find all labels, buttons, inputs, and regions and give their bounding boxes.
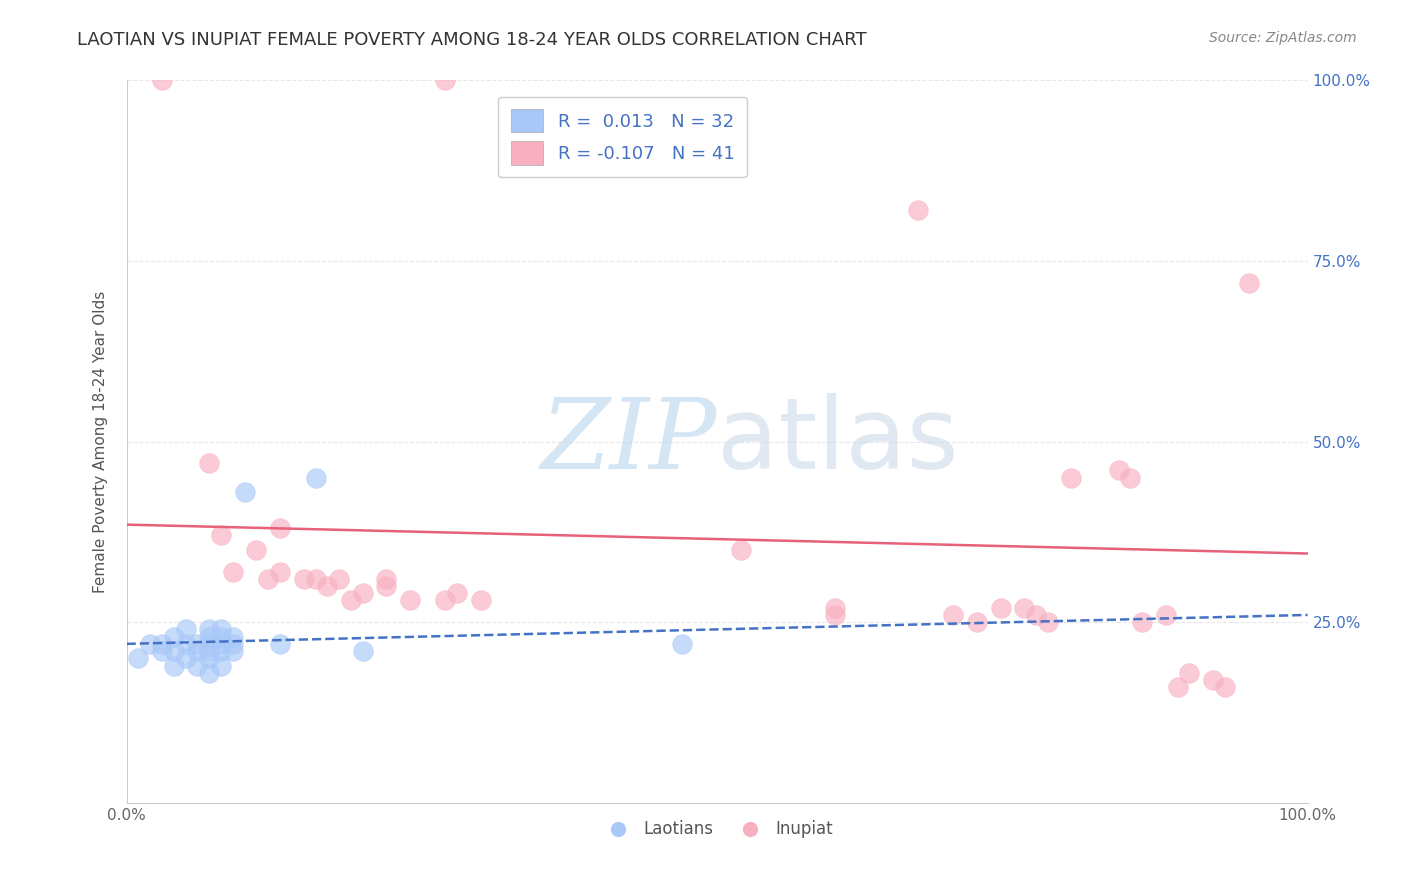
Point bbox=[139, 637, 162, 651]
Point bbox=[1060, 470, 1083, 484]
Point bbox=[163, 644, 186, 658]
Legend: Laotians, Inupiat: Laotians, Inupiat bbox=[595, 814, 839, 845]
Point bbox=[824, 600, 846, 615]
Point bbox=[222, 644, 245, 658]
Point bbox=[186, 637, 208, 651]
Point bbox=[328, 572, 350, 586]
Point bbox=[198, 623, 221, 637]
Point bbox=[375, 572, 398, 586]
Point bbox=[352, 586, 374, 600]
Point bbox=[209, 623, 232, 637]
Point bbox=[174, 623, 197, 637]
Point bbox=[671, 637, 693, 651]
Point bbox=[209, 630, 232, 644]
Point bbox=[1130, 615, 1153, 630]
Point bbox=[990, 600, 1012, 615]
Text: atlas: atlas bbox=[717, 393, 959, 490]
Text: ZIP: ZIP bbox=[541, 394, 717, 489]
Point bbox=[150, 73, 173, 87]
Point bbox=[1202, 673, 1225, 687]
Point bbox=[434, 593, 457, 607]
Point bbox=[1167, 680, 1189, 694]
Point bbox=[269, 521, 291, 535]
Point bbox=[186, 658, 208, 673]
Point bbox=[174, 637, 197, 651]
Point bbox=[1213, 680, 1236, 694]
Point bbox=[174, 651, 197, 665]
Point bbox=[209, 644, 232, 658]
Point bbox=[730, 542, 752, 557]
Point bbox=[233, 485, 256, 500]
Point bbox=[966, 615, 988, 630]
Point bbox=[1036, 615, 1059, 630]
Point bbox=[198, 456, 221, 470]
Point bbox=[1108, 463, 1130, 477]
Point bbox=[399, 593, 422, 607]
Point bbox=[269, 637, 291, 651]
Point bbox=[1154, 607, 1177, 622]
Point bbox=[198, 665, 221, 680]
Point bbox=[1237, 276, 1260, 290]
Point bbox=[198, 651, 221, 665]
Point bbox=[222, 565, 245, 579]
Point bbox=[257, 572, 280, 586]
Text: LAOTIAN VS INUPIAT FEMALE POVERTY AMONG 18-24 YEAR OLDS CORRELATION CHART: LAOTIAN VS INUPIAT FEMALE POVERTY AMONG … bbox=[77, 31, 868, 49]
Point bbox=[198, 630, 221, 644]
Point bbox=[304, 470, 326, 484]
Point bbox=[222, 630, 245, 644]
Point bbox=[150, 637, 173, 651]
Point bbox=[824, 607, 846, 622]
Point bbox=[198, 637, 221, 651]
Point bbox=[942, 607, 965, 622]
Point bbox=[340, 593, 363, 607]
Point bbox=[907, 203, 929, 218]
Point bbox=[209, 528, 232, 542]
Point bbox=[352, 644, 374, 658]
Point bbox=[1178, 665, 1201, 680]
Point bbox=[316, 579, 339, 593]
Point bbox=[1025, 607, 1047, 622]
Point bbox=[269, 565, 291, 579]
Point bbox=[163, 658, 186, 673]
Point bbox=[446, 586, 468, 600]
Point bbox=[209, 637, 232, 651]
Point bbox=[1119, 470, 1142, 484]
Point bbox=[150, 644, 173, 658]
Point bbox=[434, 73, 457, 87]
Point bbox=[375, 579, 398, 593]
Point bbox=[222, 637, 245, 651]
Point bbox=[292, 572, 315, 586]
Point bbox=[245, 542, 267, 557]
Point bbox=[1012, 600, 1035, 615]
Point bbox=[304, 572, 326, 586]
Point bbox=[470, 593, 492, 607]
Point bbox=[198, 644, 221, 658]
Y-axis label: Female Poverty Among 18-24 Year Olds: Female Poverty Among 18-24 Year Olds bbox=[93, 291, 108, 592]
Point bbox=[209, 658, 232, 673]
Text: Source: ZipAtlas.com: Source: ZipAtlas.com bbox=[1209, 31, 1357, 45]
Point bbox=[127, 651, 149, 665]
Point bbox=[163, 630, 186, 644]
Point bbox=[186, 644, 208, 658]
